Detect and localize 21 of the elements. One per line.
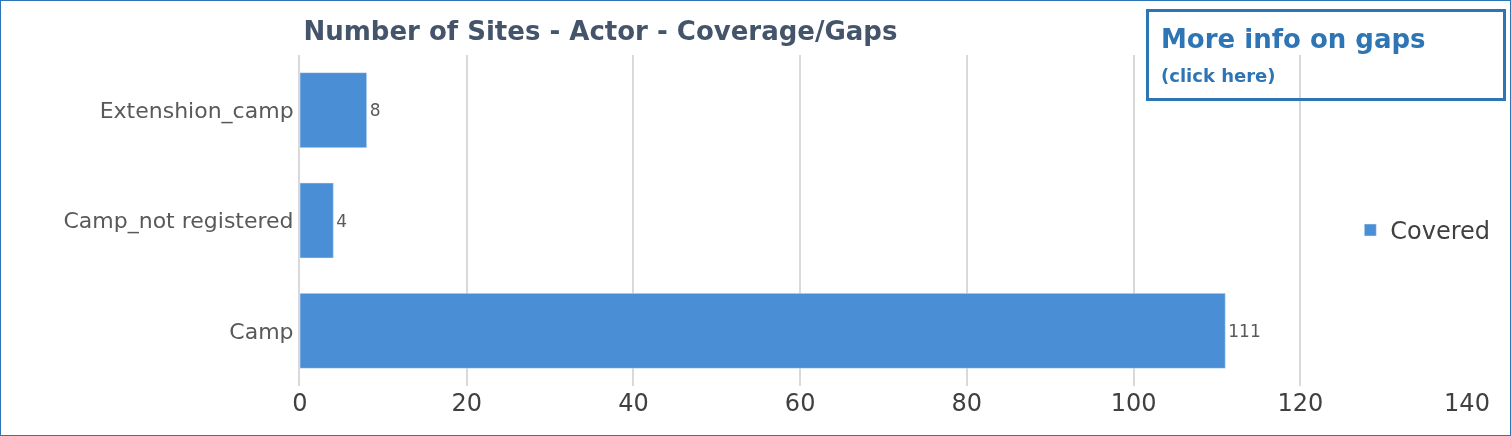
annotation: (click here) [1161,64,1276,86]
y-tick-label: Camp_not registered [63,208,294,235]
data-label: 4 [336,210,348,231]
data-label: 111 [1228,320,1261,341]
y-tick-label: Extenshion_camp [99,97,294,124]
x-tick-label: 60 [784,389,816,417]
legend-label: Covered [1390,217,1491,246]
x-tick-label: 100 [1110,389,1157,417]
x-tick-label: 80 [951,389,983,417]
text: More info on gaps [1161,24,1426,54]
bar [300,182,334,259]
x-tick-label: 40 [618,389,649,417]
bar [300,293,1226,369]
bar [300,72,367,148]
x-tick-label: 140 [1444,389,1490,417]
x-tick-label: 20 [451,389,482,417]
x-tick-label: 120 [1277,389,1324,417]
y-tick-label: Camp [229,318,294,344]
chart-title: Number of Sites - Actor - Coverage/Gaps [303,15,898,46]
x-tick-label: 0 [292,389,308,417]
data-label: 8 [369,100,381,121]
